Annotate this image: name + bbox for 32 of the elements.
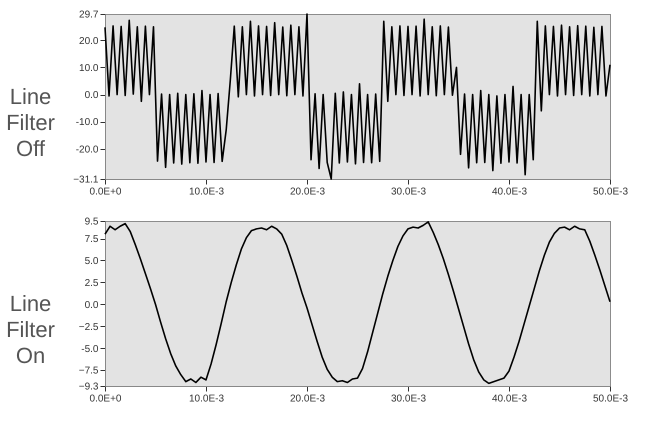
y-tick-label: −9.3 bbox=[78, 382, 99, 392]
line-series bbox=[104, 13, 611, 180]
y-tick-label: -10.0 bbox=[76, 117, 99, 128]
y-tick-label: 2.5 bbox=[84, 278, 99, 289]
y-tick-label: −2.5 bbox=[78, 322, 99, 333]
x-tick-label: 40.0E-3 bbox=[492, 394, 528, 404]
x-tick-label: 10.0E-3 bbox=[188, 186, 224, 198]
y-tick-label: 9.5 bbox=[84, 216, 99, 228]
y-tick-label: 0.0 bbox=[84, 90, 99, 102]
line-series bbox=[104, 221, 611, 384]
y-tick-label: 10.0 bbox=[79, 62, 99, 74]
x-tick-label: 50.0E-3 bbox=[592, 394, 628, 404]
x-tick-label: 0.0E+0 bbox=[90, 186, 122, 198]
y-tick-label: -5.0 bbox=[81, 344, 99, 355]
y-tick-label: 20.0 bbox=[79, 36, 99, 47]
y-tick-label: -20.0 bbox=[76, 144, 99, 156]
y-axis-title: Line Filter Off bbox=[6, 84, 55, 161]
x-tick-label: 40.0E-3 bbox=[492, 186, 528, 198]
x-tick-label: 20.0E-3 bbox=[290, 186, 326, 198]
y-tick-label: −31.1 bbox=[73, 174, 99, 186]
y-tick-label: 5.0 bbox=[84, 256, 99, 267]
x-tick-label: 20.0E-3 bbox=[290, 394, 326, 404]
x-tick-label: 0.0E+0 bbox=[90, 394, 122, 404]
x-tick-label: 50.0E-3 bbox=[592, 186, 628, 198]
x-tick-label: 30.0E-3 bbox=[390, 394, 426, 404]
x-tick-label: 30.0E-3 bbox=[390, 186, 426, 198]
y-tick-label: −7.5 bbox=[78, 366, 99, 377]
y-tick-label: 7.5 bbox=[84, 234, 99, 246]
y-tick-label: 29.7 bbox=[79, 10, 99, 20]
y-axis-title: Line Filter On bbox=[6, 291, 55, 368]
x-tick-label: 10.0E-3 bbox=[188, 394, 224, 404]
y-tick-label: 0.0 bbox=[84, 300, 99, 311]
